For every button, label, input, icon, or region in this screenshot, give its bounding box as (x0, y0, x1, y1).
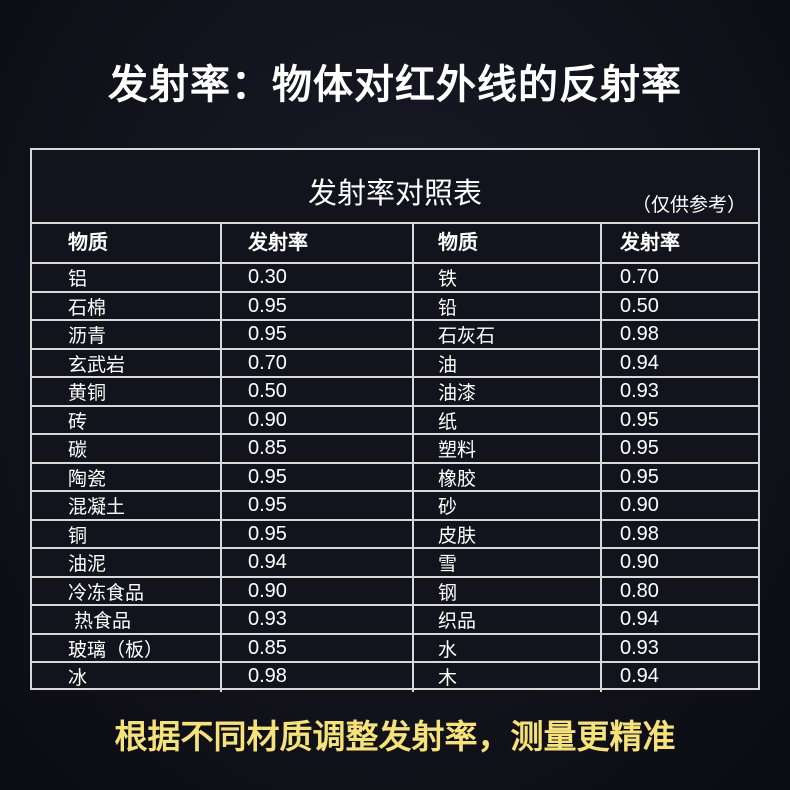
table-row: 陶瓷 0.95 橡胶 0.95 (32, 463, 758, 492)
material-name: 热食品 (32, 606, 222, 633)
material-name: 铝 (32, 264, 222, 291)
header-emissivity: 发射率 (620, 230, 680, 254)
material-name: 钢 (414, 577, 602, 604)
material-name: 塑料 (414, 435, 602, 462)
emissivity-value: 0.50 (620, 294, 659, 317)
table-row: 油泥 0.94 雪 0.90 (32, 549, 758, 578)
material-name: 铅 (414, 292, 602, 319)
emissivity-value: 0.90 (222, 577, 414, 604)
table-row: 铜 0.95 皮肤 0.98 (32, 520, 758, 549)
emissivity-value: 0.95 (620, 408, 659, 431)
material-name: 玄武岩 (32, 349, 222, 376)
emissivity-value: 0.98 (620, 323, 659, 345)
footer-slogan: 根据不同材质调整发射率，测量更精准 (114, 717, 676, 756)
material-name: 纸 (414, 406, 602, 433)
material-name: 油泥 (32, 549, 222, 576)
material-name: 雪 (414, 549, 602, 576)
table-row: 混凝土 0.95 砂 0.90 (32, 492, 758, 521)
table-grid: 物质 发射率 物质 发射率 铝 0.30 铁 0.70 石棉 0.95 铅 0.50 沥青 0.9… (32, 224, 758, 692)
emissivity-value: 0.95 (620, 437, 659, 459)
emissivity-value: 0.93 (620, 636, 659, 659)
table-row: 冷冻食品 0.90 钢 0.80 (32, 577, 758, 606)
emissivity-value: 0.94 (620, 665, 659, 687)
table-header-row: 物质 发射率 物质 发射率 (32, 224, 758, 264)
material-name: 冰 (32, 663, 222, 692)
table-row: 砖 0.90 纸 0.95 (32, 406, 758, 435)
material-name: 铁 (414, 264, 602, 291)
material-name: 陶瓷 (32, 463, 222, 490)
emissivity-value: 0.90 (222, 406, 414, 433)
emissivity-value: 0.93 (620, 380, 659, 402)
table-row: 热食品 0.93 织品 0.94 (32, 606, 758, 635)
material-name: 沥青 (32, 321, 222, 348)
material-name: 橡胶 (414, 463, 602, 490)
table-row: 沥青 0.95 石灰石 0.98 (32, 321, 758, 350)
table-caption: 发射率对照表 (307, 176, 482, 210)
table-row: 石棉 0.95 铅 0.50 (32, 292, 758, 321)
table-row: 碳 0.85 塑料 0.95 (32, 435, 758, 464)
emissivity-value: 0.95 (222, 292, 414, 319)
material-name: 砖 (32, 406, 222, 433)
emissivity-value: 0.90 (620, 494, 659, 516)
emissivity-value: 0.93 (222, 606, 414, 633)
material-name: 油漆 (414, 378, 602, 405)
emissivity-value: 0.95 (222, 492, 414, 519)
emissivity-value: 0.90 (620, 551, 659, 573)
emissivity-value: 0.85 (222, 435, 414, 462)
emissivity-value: 0.94 (620, 608, 659, 630)
material-name: 油 (414, 349, 602, 376)
table-row: 玻璃（板） 0.85 水 0.93 (32, 634, 758, 663)
table-caption-row: 发射率对照表 （仅供参考） (32, 150, 758, 224)
material-name: 碳 (32, 435, 222, 462)
emissivity-value: 0.94 (222, 549, 414, 576)
emissivity-value: 0.95 (222, 463, 414, 490)
emissivity-value: 0.70 (222, 349, 414, 376)
reference-note: （仅供参考） (631, 194, 746, 216)
emissivity-value: 0.85 (222, 634, 414, 661)
emissivity-value: 0.30 (222, 264, 414, 291)
emissivity-value: 0.95 (222, 520, 414, 547)
material-name: 铜 (32, 520, 222, 547)
material-name: 混凝土 (32, 492, 222, 519)
emissivity-value: 0.50 (222, 378, 414, 405)
material-name: 黄铜 (32, 378, 222, 405)
emissivity-value: 0.98 (620, 522, 659, 545)
table-row: 玄武岩 0.70 油 0.94 (32, 349, 758, 378)
emissivity-value: 0.98 (222, 663, 414, 692)
material-name: 石灰石 (414, 321, 602, 348)
header-material: 物质 (32, 224, 222, 262)
emissivity-value: 0.80 (620, 579, 659, 602)
material-name: 冷冻食品 (32, 577, 222, 604)
table-row: 铝 0.30 铁 0.70 (32, 264, 758, 293)
header-material: 物质 (414, 224, 602, 262)
emissivity-value: 0.95 (620, 465, 659, 488)
material-name: 玻璃（板） (32, 634, 222, 661)
material-name: 木 (414, 663, 602, 692)
table-row: 冰 0.98 木 0.94 (32, 663, 758, 692)
material-name: 砂 (414, 492, 602, 519)
material-name: 石棉 (32, 292, 222, 319)
material-name: 皮肤 (414, 520, 602, 547)
emissivity-table: 发射率对照表 （仅供参考） 物质 发射率 物质 发射率 铝 0.30 铁 0.70 石棉… (30, 148, 760, 692)
page-title: 发射率：物体对红外线的反射率 (108, 62, 682, 108)
emissivity-value: 0.94 (620, 351, 659, 374)
header-emissivity: 发射率 (222, 224, 414, 262)
emissivity-value: 0.95 (222, 321, 414, 348)
emissivity-value: 0.70 (620, 266, 659, 288)
material-name: 织品 (414, 606, 602, 633)
table-row: 黄铜 0.50 油漆 0.93 (32, 378, 758, 407)
material-name: 水 (414, 634, 602, 661)
